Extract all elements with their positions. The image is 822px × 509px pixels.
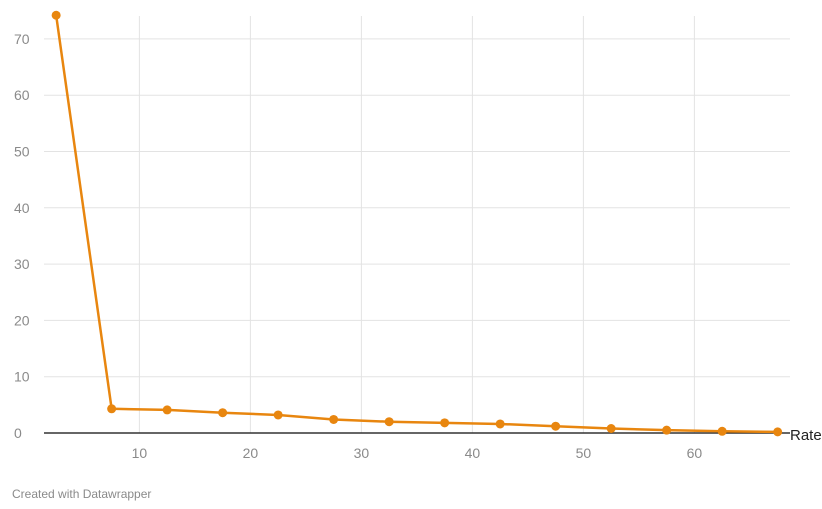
data-point [773,427,783,437]
x-tick-label: 10 [132,445,148,461]
data-point [384,417,394,427]
y-tick-label: 70 [14,31,30,47]
series-line [54,15,778,434]
data-point [51,10,61,20]
y-tick-label: 20 [14,312,30,328]
y-tick-label: 40 [14,200,30,216]
data-point [107,404,117,414]
data-point [329,414,339,424]
data-point [606,423,616,433]
data-point [662,425,672,435]
y-tick-label: 10 [14,369,30,385]
x-tick-label: 60 [687,445,703,461]
x-tick-label: 40 [465,445,481,461]
data-point [218,408,228,418]
x-tick-label: 30 [354,445,370,461]
axes: 0 10 20 30 40 50 60 70 10 20 30 40 50 60 [14,31,790,461]
data-point [162,405,172,415]
data-point [551,421,561,431]
data-point [495,419,505,429]
data-point [717,426,727,436]
data-point [273,410,283,420]
gridlines [44,16,790,433]
x-tick-label: 50 [576,445,592,461]
x-axis-label: Rate [790,427,822,444]
y-tick-label: 0 [14,425,22,441]
series-layer [51,10,783,437]
y-tick-label: 30 [14,256,30,272]
data-point [440,418,450,428]
y-tick-label: 60 [14,87,30,103]
y-tick-label: 50 [14,144,30,160]
x-tick-label: 20 [243,445,259,461]
chart-credit: Created with Datawrapper [12,487,152,501]
